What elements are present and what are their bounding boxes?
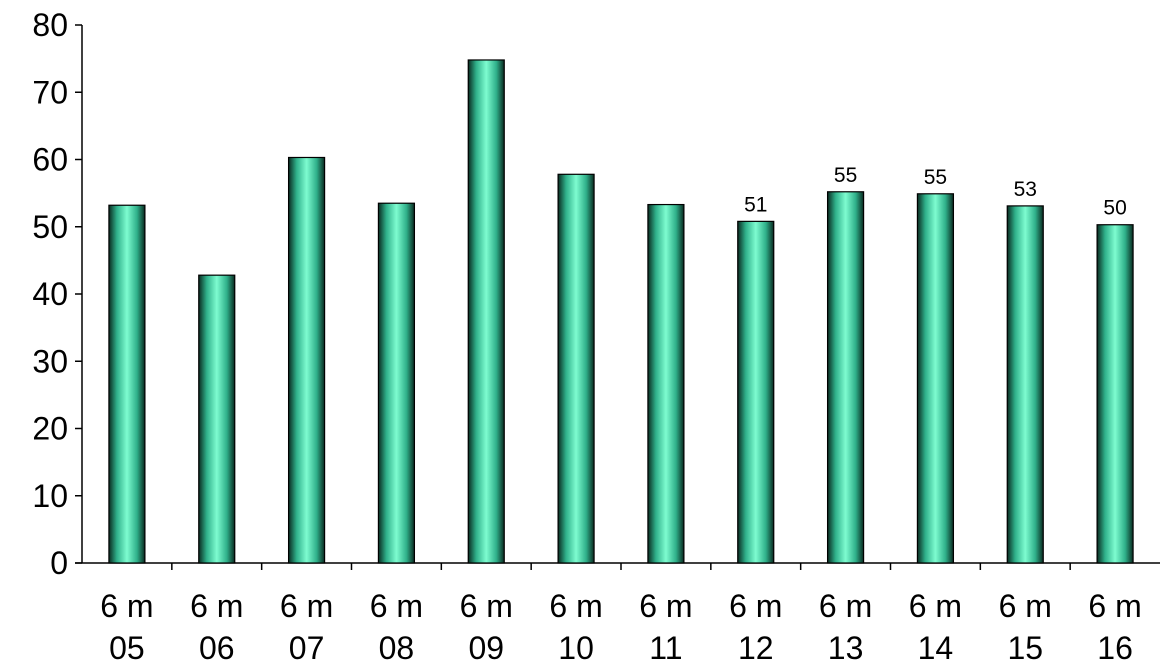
y-tick-label: 40 xyxy=(32,276,68,312)
x-tick-label: 6 m xyxy=(190,588,243,624)
bar xyxy=(737,220,775,564)
x-tick-label: 6 m xyxy=(100,588,153,624)
x-tick-label: 07 xyxy=(289,630,325,663)
x-tick-label: 6 m xyxy=(639,588,692,624)
bar xyxy=(467,59,505,564)
data-label: 50 xyxy=(1103,197,1126,220)
data-labels: 51 55 55 53 50 xyxy=(744,164,1127,220)
y-tick-label: 60 xyxy=(32,142,68,178)
bar xyxy=(557,173,595,564)
x-tick-label: 6 m xyxy=(370,588,423,624)
x-tick-label: 6 m xyxy=(729,588,782,624)
x-tick-label: 12 xyxy=(738,630,774,663)
x-tick-label: 16 xyxy=(1097,630,1133,663)
bar xyxy=(647,203,685,564)
y-tick-label: 30 xyxy=(32,343,68,379)
x-tick-label: 06 xyxy=(199,630,235,663)
x-axis: 6 m 05 6 m 06 6 m 07 6 m 08 6 m 09 6 m 10 6 m 11 6 m 12… xyxy=(75,562,1160,663)
y-tick-label: 50 xyxy=(32,209,68,245)
y-tick-label: 0 xyxy=(50,545,68,581)
x-tick-label: 14 xyxy=(918,630,954,663)
x-tick-label: 11 xyxy=(649,630,682,663)
x-tick-label: 6 m xyxy=(999,588,1052,624)
x-tick-label: 15 xyxy=(1007,630,1043,663)
x-tick-label: 6 m xyxy=(280,588,333,624)
data-label: 53 xyxy=(1014,178,1037,201)
x-tick-label: 08 xyxy=(379,630,415,663)
x-tick-label: 6 m xyxy=(549,588,602,624)
x-tick-label: 6 m xyxy=(909,588,962,624)
x-tick-label: 6 m xyxy=(819,588,872,624)
data-label: 51 xyxy=(744,193,767,216)
y-axis: 0 10 20 30 40 50 60 70 80 xyxy=(32,7,83,581)
y-tick-label: 70 xyxy=(32,74,68,110)
y-tick-label: 10 xyxy=(32,478,68,514)
x-tick-label: 05 xyxy=(109,630,145,663)
bar xyxy=(1006,205,1044,564)
bar xyxy=(287,156,326,564)
bars xyxy=(108,59,1134,564)
x-tick-label: 13 xyxy=(828,630,864,663)
bar xyxy=(826,191,865,564)
y-tick-label: 20 xyxy=(32,411,68,447)
y-tick-label: 80 xyxy=(32,7,68,43)
bar xyxy=(1096,224,1134,564)
data-label: 55 xyxy=(924,166,947,189)
x-tick-label: 10 xyxy=(558,630,594,663)
x-tick-label: 6 m xyxy=(460,588,513,624)
bar xyxy=(377,202,416,564)
data-label: 55 xyxy=(834,164,857,187)
x-tick-label: 09 xyxy=(468,630,504,663)
bar xyxy=(198,274,236,564)
bar xyxy=(916,193,955,564)
x-tick-label: 6 m xyxy=(1088,588,1141,624)
bar xyxy=(108,204,146,564)
